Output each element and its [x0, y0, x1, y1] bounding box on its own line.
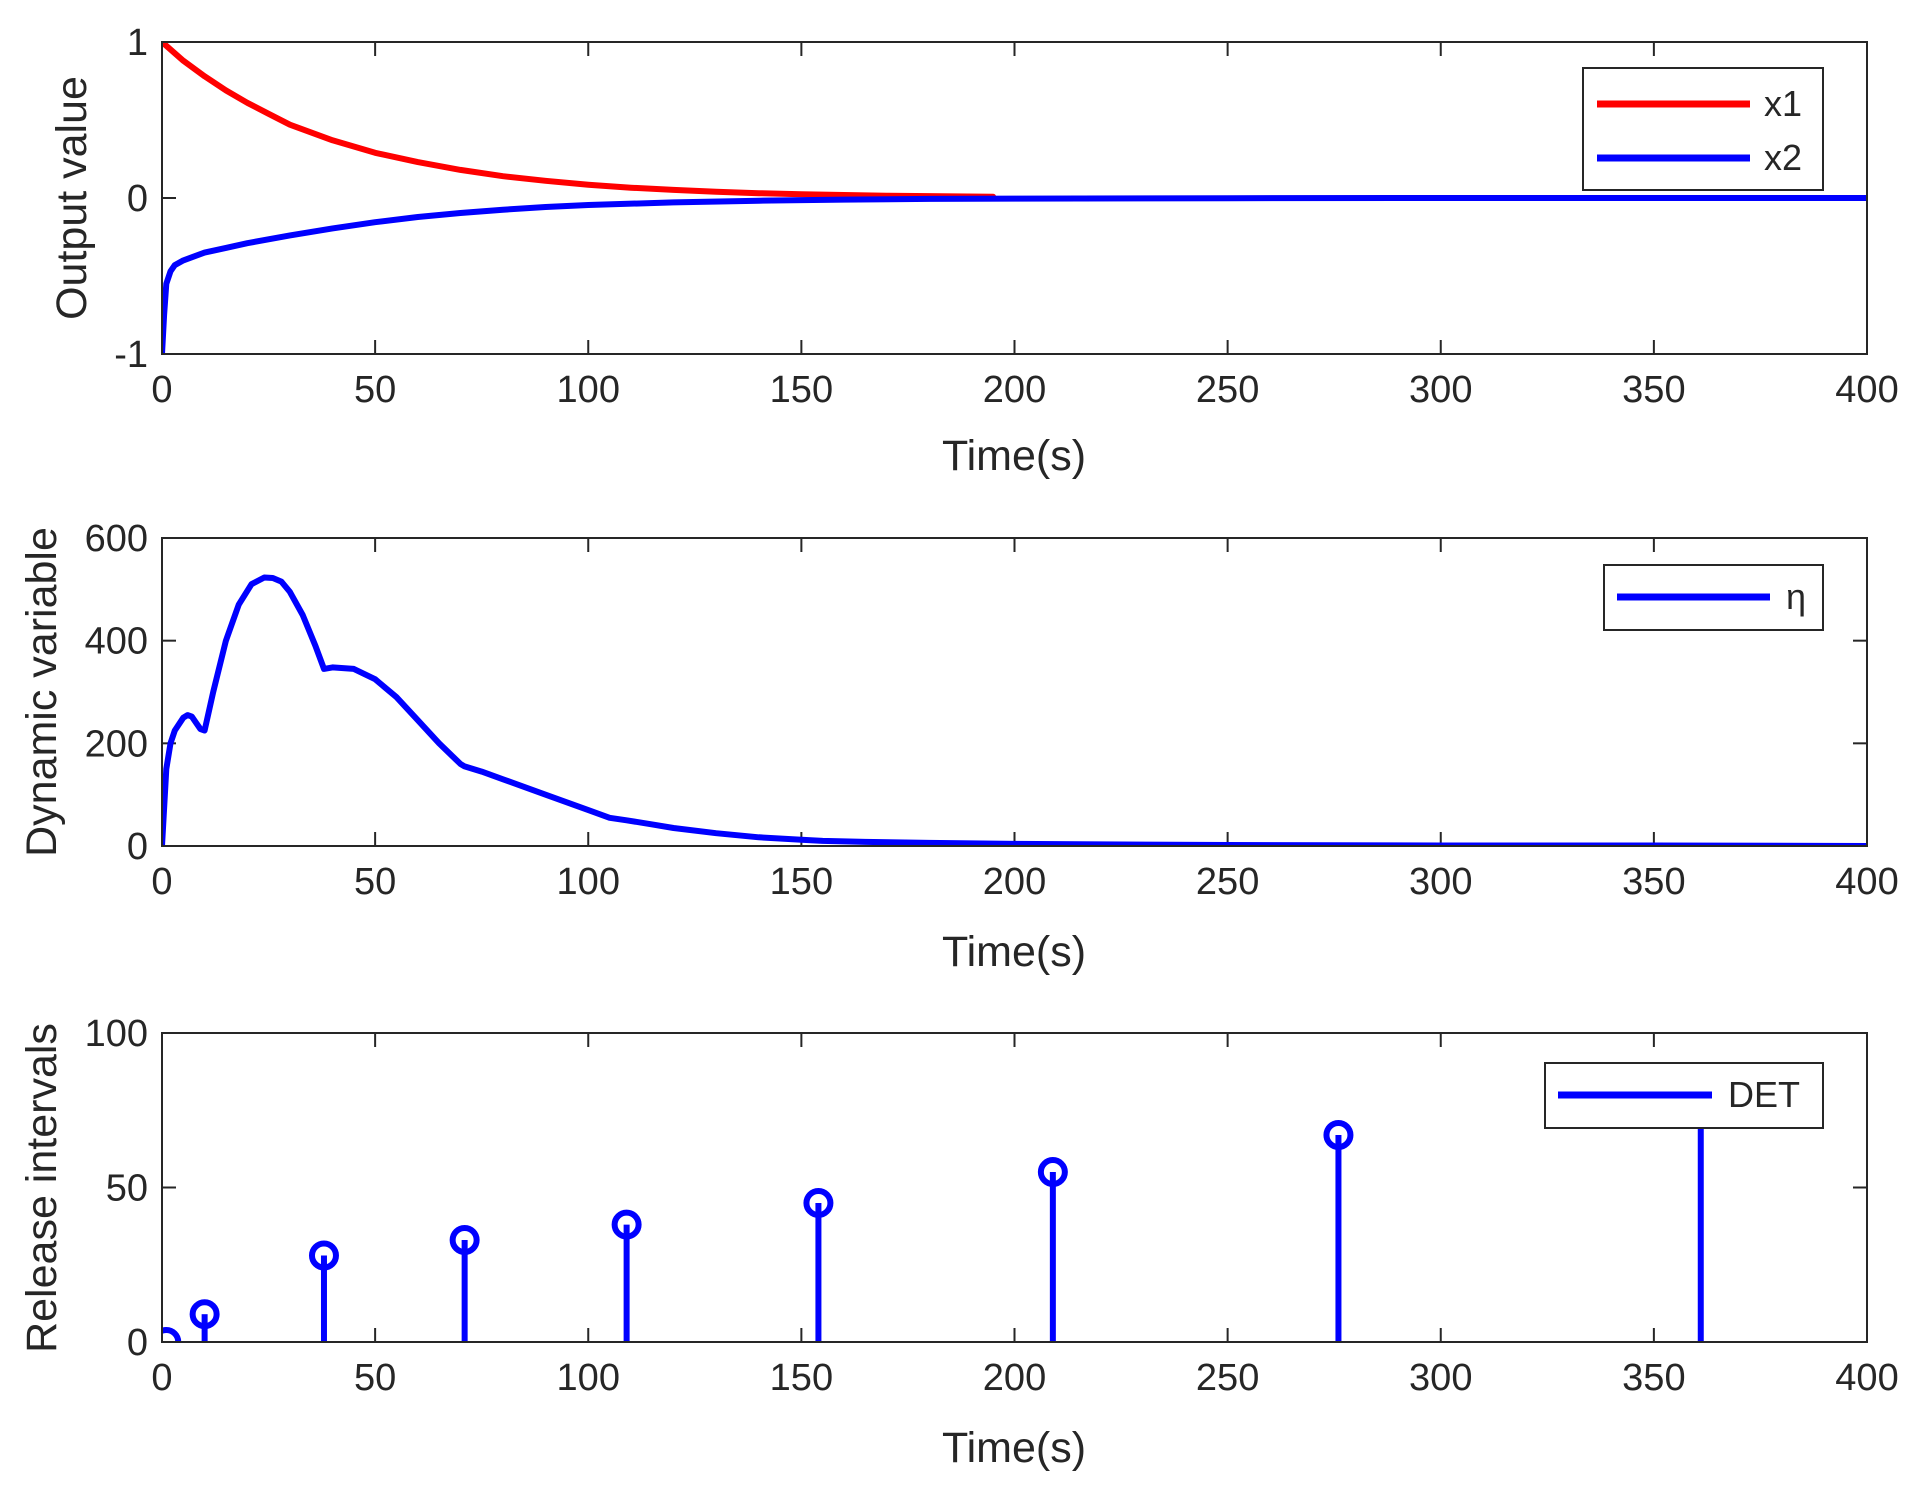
y-tick-label: 400	[85, 621, 148, 663]
series-line-η	[162, 574, 1867, 846]
y-tick-label: -1	[114, 334, 148, 376]
x-axis-label-3: Time(s)	[942, 1424, 1086, 1472]
x-tick-label: 400	[1835, 1357, 1898, 1399]
legend-label-eta: η	[1786, 576, 1806, 617]
legend-label-x2: x2	[1764, 137, 1802, 178]
plot-frame-2	[161, 537, 1868, 847]
stem-marker	[611, 1209, 642, 1240]
stem-marker	[449, 1225, 480, 1256]
series-group-2	[162, 574, 1867, 846]
stem-marker	[308, 1240, 339, 1271]
legend-1: x1 x2	[1582, 67, 1824, 191]
x-tick-label: 0	[151, 861, 172, 903]
x-tick-label: 200	[983, 861, 1046, 903]
x-tick-label: 150	[770, 369, 833, 411]
series-group-1	[162, 42, 1867, 354]
chart-panel-1: 0 50 100 150 200 250 300 350 400 -101 Output val…	[48, 22, 1899, 480]
y-tick-label: 50	[106, 1168, 148, 1210]
x-tick-label: 250	[1196, 861, 1259, 903]
y-tick-label: 600	[85, 518, 148, 560]
chart-panel-2: 0 50 100 150 200 250 300 350 400 0 200 400 600 Dyna…	[18, 518, 1899, 976]
x-tick-label: 300	[1409, 1357, 1472, 1399]
legend-3: DET	[1544, 1062, 1824, 1129]
x-tick-label: 250	[1196, 369, 1259, 411]
y-tick-label: 1	[127, 22, 148, 64]
y-tick-label: 0	[127, 1322, 148, 1364]
x-tick-label: 350	[1622, 861, 1685, 903]
x-tick-label: 250	[1196, 1357, 1259, 1399]
stem-marker	[803, 1187, 834, 1218]
x-tick-label: 0	[151, 1357, 172, 1399]
x-axis-label-2: Time(s)	[942, 928, 1086, 976]
x-tick-label: 300	[1409, 861, 1472, 903]
x-axis-label-1: Time(s)	[942, 432, 1086, 480]
x-tick-label: 50	[354, 1357, 396, 1399]
legend-box-1	[1582, 67, 1824, 191]
x-tick-label: 0	[151, 369, 172, 411]
x-tick-label: 50	[354, 861, 396, 903]
x-tick-label: 150	[770, 1357, 833, 1399]
y-axis-label-2: Dynamic variable	[18, 527, 66, 857]
plot-frame-1	[161, 41, 1868, 355]
y-tick-label: 200	[85, 723, 148, 765]
x-tick-label: 400	[1835, 861, 1898, 903]
x-tick-label: 100	[557, 1357, 620, 1399]
legend-label-x1: x1	[1764, 83, 1802, 124]
y-tick-label: 0	[127, 178, 148, 220]
x-tick-label: 300	[1409, 369, 1472, 411]
y-tick-label: 100	[85, 1013, 148, 1055]
x-tick-label: 200	[983, 1357, 1046, 1399]
y-axis-label-1: Output value	[48, 76, 96, 320]
series-line-x2	[162, 195, 1867, 354]
x-tick-label: 200	[983, 369, 1046, 411]
stem-marker	[189, 1299, 220, 1330]
legend-label-det: DET	[1728, 1074, 1800, 1115]
series-line-x1	[162, 42, 997, 200]
stem-marker	[1037, 1157, 1068, 1188]
plot-area-2	[162, 538, 1867, 846]
y-tick-label: 0	[127, 826, 148, 868]
legend-2: η	[1603, 564, 1824, 631]
y-axis-label-3: Release intervals	[18, 1023, 66, 1353]
x-tick-label: 100	[557, 861, 620, 903]
x-tick-label: 150	[770, 861, 833, 903]
x-tick-label: 50	[354, 369, 396, 411]
stem-marker	[162, 1327, 182, 1342]
x-tick-label: 400	[1835, 369, 1898, 411]
x-ticks-1: 0 50 100 150 200 250 300 350 400	[151, 42, 1899, 411]
chart-panel-3: 0 50 100 150 200 250 300 350 400 0 50 100 Release …	[18, 1013, 1899, 1472]
x-tick-label: 100	[557, 369, 620, 411]
stem-marker	[1323, 1119, 1354, 1150]
x-tick-label: 350	[1622, 1357, 1685, 1399]
plot-frame-3	[161, 1032, 1868, 1343]
x-ticks-3: 0 50 100 150 200 250 300 350 400	[151, 1033, 1899, 1399]
x-tick-label: 350	[1622, 369, 1685, 411]
x-ticks-2: 0 50 100 150 200 250 300 350 400	[151, 538, 1899, 903]
